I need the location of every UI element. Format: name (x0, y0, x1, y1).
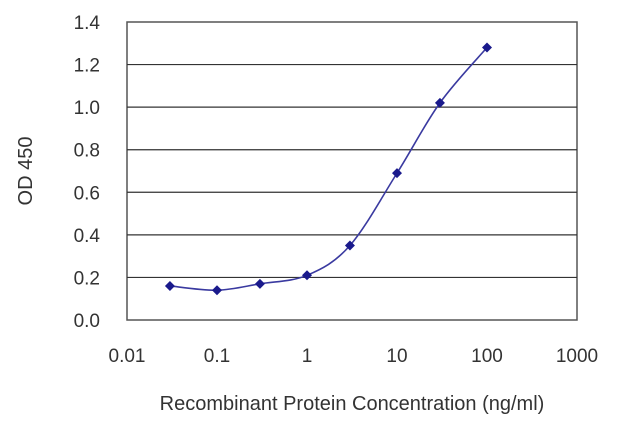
data-point (254, 278, 265, 289)
y-tick-label: 1.2 (74, 56, 100, 77)
data-point (434, 97, 445, 108)
y-axis-label: OD 450 (15, 137, 37, 206)
data-point (482, 42, 492, 53)
grid (127, 63, 577, 279)
y-tick-label: 0.4 (74, 226, 101, 247)
y-tick-label: 0.2 (74, 268, 100, 289)
x-axis-label: Recombinant Protein Concentration (ng/ml… (160, 393, 545, 415)
series-line (169, 47, 488, 292)
y-tick-label: 1.0 (74, 98, 100, 119)
x-tick-label: 0.01 (109, 346, 146, 367)
x-tick-label: 10 (386, 346, 407, 367)
x-tick-label: 0.1 (204, 346, 230, 367)
y-tick-label: 1.4 (74, 13, 101, 34)
data-point (164, 280, 175, 291)
x-tick-label: 1 (302, 346, 313, 367)
data-point (212, 285, 222, 296)
y-tick-label: 0.6 (74, 183, 100, 204)
x-tick-labels: 0.01 0.1 1 10 100 1000 (109, 346, 599, 367)
y-tick-labels: 0.0 0.2 0.4 0.6 0.8 1.0 1.2 1.4 (74, 13, 101, 332)
series-group (164, 42, 492, 296)
plot-area (126, 21, 578, 321)
y-tick-label: 0.8 (74, 141, 100, 162)
data-point (392, 168, 402, 179)
x-tick-label: 100 (471, 346, 503, 367)
y-tick-label: 0.0 (74, 311, 100, 332)
data-point (302, 270, 312, 281)
data-point (344, 240, 355, 251)
x-tick-label: 1000 (556, 346, 598, 367)
